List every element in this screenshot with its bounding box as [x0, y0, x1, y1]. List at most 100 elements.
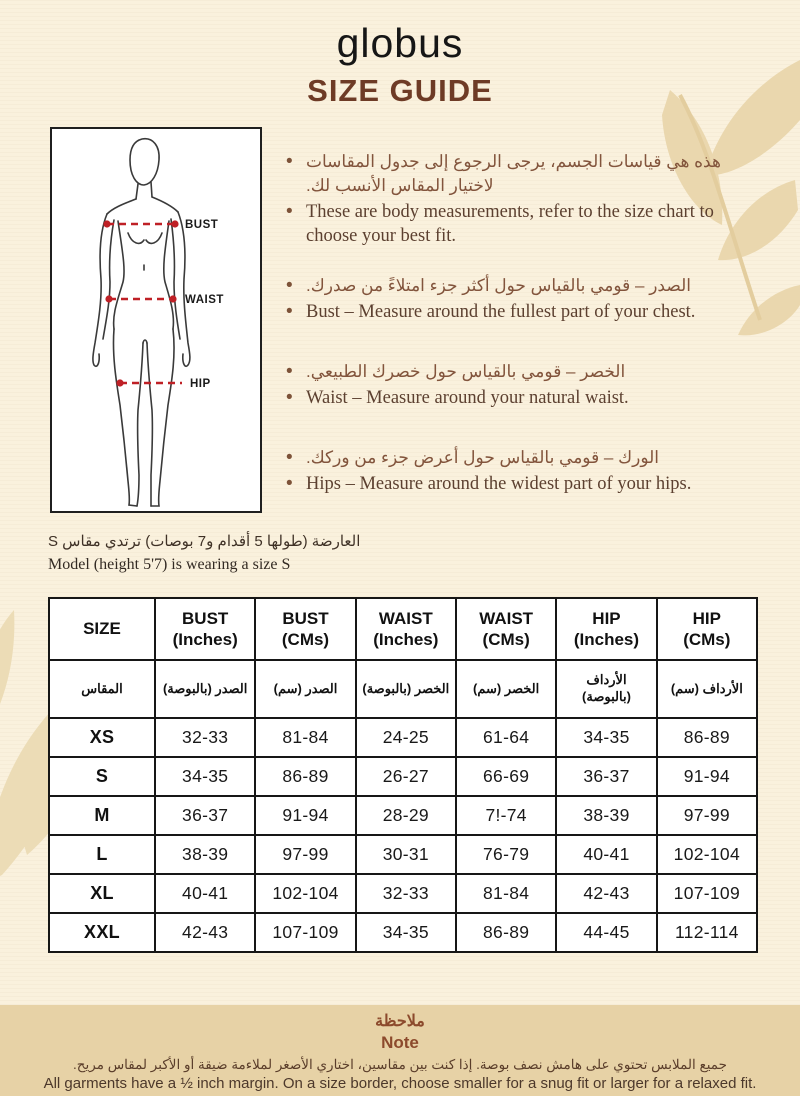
table-row: XXL 42-43 107-109 34-35 86-89 44-45 112-…: [48, 912, 759, 953]
table-cell: 44-45: [555, 912, 658, 953]
table-cell: 66-69: [454, 756, 558, 797]
measure-lines: [103, 220, 182, 387]
table-cell: 76-79: [454, 834, 558, 875]
measurement-figure-panel: BUST WAIST HIP: [50, 127, 262, 513]
table-cell: 107-109: [655, 873, 759, 914]
table-cell: 97-99: [254, 834, 357, 875]
table-row: XL 40-41 102-104 32-33 81-84 42-43 107-1…: [48, 873, 759, 914]
table-cell: 97-99: [655, 795, 759, 836]
table-cell: 34-35: [354, 912, 457, 953]
bullet-icon: •: [286, 151, 293, 172]
table-cell: 34-35: [153, 756, 257, 797]
bullet-icon: •: [286, 201, 293, 222]
table-cell: 91-94: [254, 795, 357, 836]
size-cell: XS: [48, 717, 156, 758]
note-title-arabic: ملاحظة: [375, 1013, 425, 1030]
table-cell: 42-43: [153, 912, 257, 953]
table-cell: 102-104: [655, 834, 759, 875]
list-item: • الصدر – قومي بالقياس حول أكثر جزء امتل…: [286, 274, 762, 324]
table-cell: 112-114: [655, 912, 759, 953]
table-cell: 42-43: [555, 873, 658, 914]
table-cell: 26-27: [354, 756, 457, 797]
table-cell: 61-64: [454, 717, 558, 758]
page-header: globus SIZE GUIDE: [0, 0, 800, 109]
table-cell: 81-84: [454, 873, 558, 914]
column-header: HIP (CMs): [655, 597, 759, 661]
instructions-list: • هذه هي قياسات الجسم، يرجى الرجوع إلى ج…: [286, 150, 762, 532]
column-header-arabic: الأرداف (سم): [655, 659, 759, 719]
column-header: SIZE: [48, 597, 156, 661]
model-info-english: Model (height 5'7) is wearing a size S: [48, 556, 291, 573]
bullet-icon: •: [286, 275, 293, 296]
table-cell: 86-89: [454, 912, 558, 953]
column-header: BUST (Inches): [153, 597, 257, 661]
table-row: M 36-37 91-94 28-29 7!-74 38-39 97-99: [48, 795, 759, 836]
list-item: • الخصر – قومي بالقياس حول خصرك الطبيعي.…: [286, 360, 762, 410]
column-header: BUST (CMs): [254, 597, 357, 661]
instruction-arabic: هذه هي قياسات الجسم، يرجى الرجوع إلى جدو…: [306, 152, 721, 195]
column-header: WAIST (CMs): [454, 597, 558, 661]
figure-outline: [92, 137, 191, 507]
model-info: العارضة (طولها 5 أقدام و7 بوصات) ترتدي م…: [48, 531, 360, 576]
note-title-english: Note: [381, 1033, 419, 1052]
table-cell: 7!-74: [454, 795, 558, 836]
table-cell: 24-25: [354, 717, 457, 758]
note-body-english: All garments have a ½ inch margin. On a …: [43, 1075, 757, 1092]
table-cell: 40-41: [555, 834, 658, 875]
bullet-icon: •: [286, 447, 293, 468]
note-section: ملاحظة Note جميع الملابس تحتوي على هامش …: [0, 1005, 800, 1096]
table-cell: 102-104: [254, 873, 357, 914]
table-row: L 38-39 97-99 30-31 76-79 40-41 102-104: [48, 834, 759, 875]
table-cell: 36-37: [153, 795, 257, 836]
model-info-arabic: العارضة (طولها 5 أقدام و7 بوصات) ترتدي م…: [48, 533, 361, 550]
table-cell: 38-39: [555, 795, 658, 836]
hip-label: HIP: [190, 378, 211, 390]
list-item: • هذه هي قياسات الجسم، يرجى الرجوع إلى ج…: [286, 150, 762, 248]
note-body-arabic: جميع الملابس تحتوي على هامش نصف بوصة. إذ…: [73, 1057, 727, 1072]
table-cell: 38-39: [153, 834, 257, 875]
table-row: XS 32-33 81-84 24-25 61-64 34-35 86-89: [48, 717, 759, 758]
instruction-arabic: الخصر – قومي بالقياس حول خصرك الطبيعي.: [306, 362, 626, 381]
bullet-icon: •: [286, 473, 293, 494]
instruction-english: Hips – Measure around the widest part of…: [306, 474, 692, 494]
bust-label: BUST: [185, 219, 218, 231]
column-header-arabic: المقاس: [48, 659, 156, 719]
column-header-arabic: الأرداف (بالبوصة): [555, 659, 658, 719]
column-header-arabic: الخصر (بالبوصة): [354, 659, 457, 719]
table-cell: 40-41: [153, 873, 257, 914]
bullet-icon: •: [286, 387, 293, 408]
table-header-row-arabic: المقاس الصدر (بالبوصة) الصدر (سم) الخصر …: [48, 659, 759, 719]
table-cell: 91-94: [655, 756, 759, 797]
list-item: • الورك – قومي بالقياس حول أعرض جزء من و…: [286, 446, 762, 496]
instruction-english: Waist – Measure around your natural wais…: [306, 388, 629, 408]
instruction-arabic: الصدر – قومي بالقياس حول أكثر جزء امتلاء…: [306, 276, 691, 295]
table-cell: 30-31: [354, 834, 457, 875]
table-cell: 86-89: [254, 756, 357, 797]
table-cell: 32-33: [354, 873, 457, 914]
body-figure-illustration: BUST WAIST HIP: [92, 137, 224, 507]
bullet-icon: •: [286, 301, 293, 322]
size-cell: S: [48, 756, 156, 797]
table-cell: 28-29: [354, 795, 457, 836]
table-cell: 32-33: [153, 717, 257, 758]
size-chart: SIZE BUST (Inches) BUST (CMs) WAIST (Inches…: [48, 597, 759, 953]
table-cell: 36-37: [555, 756, 658, 797]
table-cell: 107-109: [254, 912, 357, 953]
brand-logo: globus: [336, 20, 464, 66]
instruction-english: Bust – Measure around the fullest part o…: [306, 302, 696, 322]
waist-label: WAIST: [185, 294, 224, 306]
column-header-arabic: الصدر (بالبوصة): [153, 659, 257, 719]
instruction-arabic: الورك – قومي بالقياس حول أعرض جزء من ورك…: [306, 448, 660, 467]
column-header-arabic: الصدر (سم): [254, 659, 357, 719]
table-header-row-english: SIZE BUST (Inches) BUST (CMs) WAIST (Inches…: [48, 597, 759, 661]
table-row: S 34-35 86-89 26-27 66-69 36-37 91-94: [48, 756, 759, 797]
column-header-arabic: الخصر (سم): [454, 659, 558, 719]
page-title: SIZE GUIDE: [307, 73, 493, 108]
column-header: WAIST (Inches): [354, 597, 457, 661]
table-cell: 81-84: [254, 717, 357, 758]
size-cell: XL: [48, 873, 156, 914]
size-cell: XXL: [48, 912, 156, 953]
size-cell: L: [48, 834, 156, 875]
table-cell: 34-35: [555, 717, 658, 758]
column-header: HIP (Inches): [555, 597, 658, 661]
